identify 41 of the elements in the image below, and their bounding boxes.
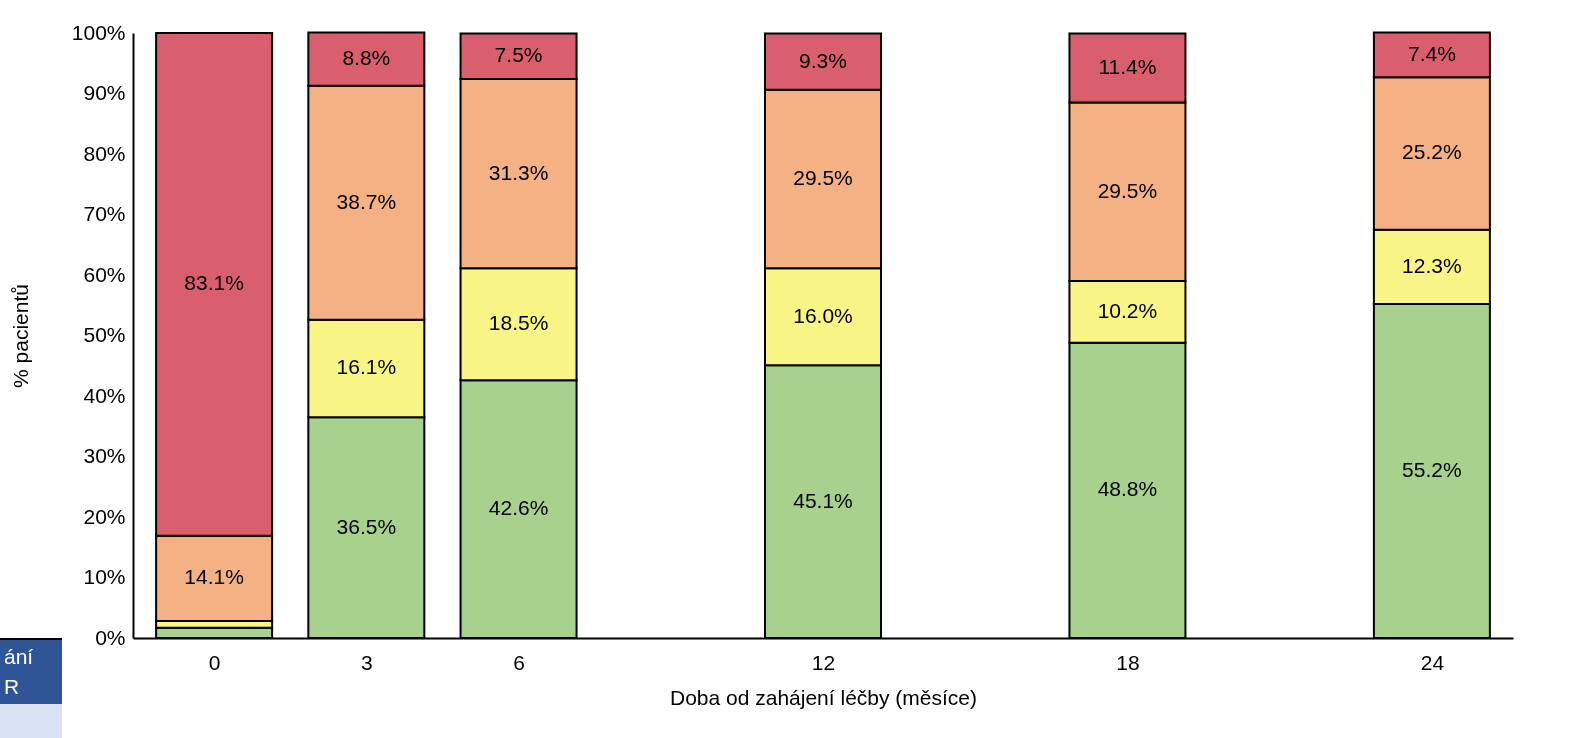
y-tick-label: 50%	[83, 323, 126, 346]
data-label: 9.3%	[799, 48, 847, 72]
y-tick-label: 70%	[83, 202, 126, 225]
x-axis-title: Doba od zahájení léčby (měsíce)	[670, 685, 977, 709]
data-label: 38.7%	[336, 189, 397, 213]
data-label: 36.5%	[336, 514, 397, 538]
x-tick-label: 6	[513, 650, 525, 674]
y-tick-label: 80%	[83, 141, 126, 165]
data-label: 25.2%	[1402, 140, 1462, 164]
data-label: 11.4%	[1098, 55, 1157, 79]
data-label: 48.8%	[1097, 477, 1158, 501]
y-tick-label: 10%	[83, 565, 126, 588]
data-label: 42.6%	[488, 496, 549, 520]
x-tick-label: 12	[811, 650, 836, 674]
data-label: 12.3%	[1402, 253, 1462, 277]
y-tick-label: 40%	[83, 383, 126, 407]
x-tick-label: 24	[1420, 650, 1445, 674]
data-label: 7.4%	[1407, 41, 1456, 65]
y-tick-label: 100%	[71, 20, 126, 44]
y-axis-title: % pacientů	[8, 284, 32, 388]
y-tick-label: 0%	[95, 625, 126, 649]
data-label: 16.1%	[336, 355, 397, 379]
data-label: 83.1%	[184, 271, 244, 295]
y-tick-label: 90%	[83, 81, 126, 104]
data-label: 18.5%	[488, 311, 549, 335]
x-tick-label: 0	[208, 650, 221, 674]
data-label: 16.0%	[793, 303, 853, 327]
data-label: 29.5%	[1097, 178, 1158, 202]
data-label: 7.5%	[494, 43, 543, 67]
data-label: 14.1%	[184, 565, 244, 589]
y-tick-label: 30%	[83, 444, 126, 467]
data-label: 29.5%	[793, 166, 853, 190]
x-tick-label: 3	[360, 650, 373, 674]
y-tick-label: 20%	[83, 504, 126, 528]
data-label: 55.2%	[1402, 458, 1462, 482]
data-label: 10.2%	[1097, 298, 1158, 322]
x-tick-label: 18	[1116, 650, 1140, 674]
data-label: 8.8%	[342, 46, 391, 70]
data-label: 31.3%	[488, 160, 549, 184]
data-label: 45.1%	[793, 488, 853, 512]
y-tick-label: 60%	[83, 262, 126, 286]
